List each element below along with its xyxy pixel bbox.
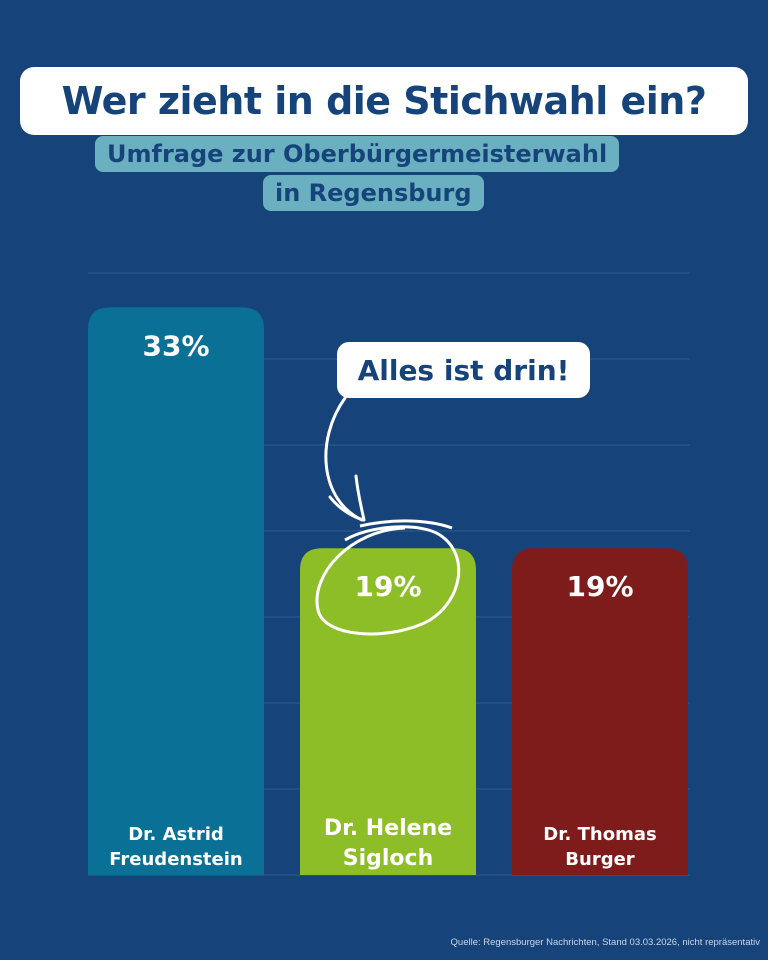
chart-title: Wer zieht in die Stichwahl ein? xyxy=(20,67,748,135)
bar xyxy=(88,307,264,875)
annotation-callout: Alles ist drin! xyxy=(337,342,590,398)
category-label: Freudenstein xyxy=(109,849,242,870)
data-label: 19% xyxy=(354,570,421,603)
arrow-icon xyxy=(324,396,366,522)
highlight-circle-icon xyxy=(315,519,461,636)
category-label: Dr. Thomas xyxy=(543,824,656,845)
source-note: Quelle: Regensburger Nachrichten, Stand … xyxy=(450,937,760,948)
chart-subtitle-line1: Umfrage zur Oberbürgermeisterwahl xyxy=(95,136,620,172)
category-label: Dr. Helene xyxy=(324,816,452,841)
category-label: Burger xyxy=(565,849,635,870)
category-label: Sigloch xyxy=(343,846,434,871)
category-label: Dr. Astrid xyxy=(128,824,224,845)
data-label: 19% xyxy=(566,570,633,603)
data-label: 33% xyxy=(142,329,209,362)
chart-subtitle-line2: in Regensburg xyxy=(263,175,484,211)
bar xyxy=(512,548,688,875)
